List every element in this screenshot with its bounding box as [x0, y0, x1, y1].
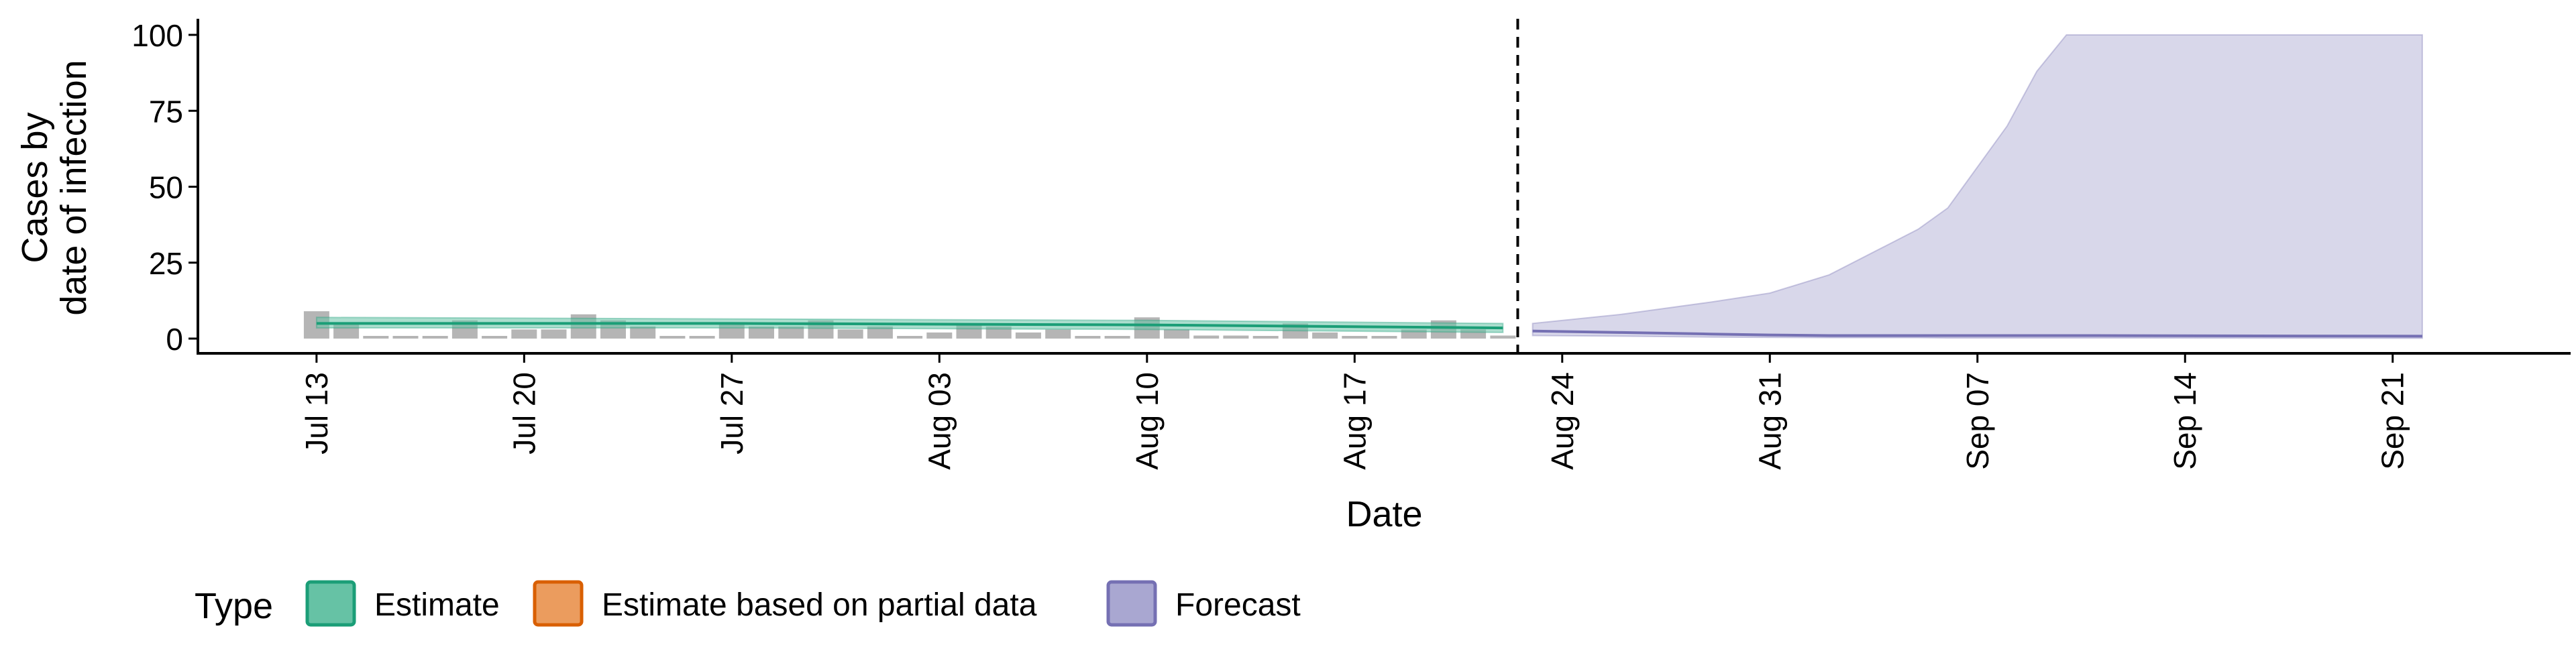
reported-case-bar [1045, 329, 1071, 339]
y-tick-label: 75 [149, 94, 183, 129]
series-ribbon [1532, 34, 2423, 339]
legend-key [305, 580, 356, 627]
reported-case-bar [1490, 335, 1516, 339]
reported-case-bar [1164, 329, 1189, 339]
reported-case-bar [1075, 336, 1101, 339]
reported-case-bar [867, 326, 893, 339]
reported-case-bar [1312, 332, 1338, 339]
reported-case-bar [541, 329, 567, 339]
y-tick-label: 25 [149, 246, 183, 281]
x-tick-label: Aug 03 [922, 372, 957, 470]
reported-case-bar [1252, 336, 1279, 339]
x-tick-label: Aug 17 [1337, 372, 1372, 470]
x-tick-label: Sep 21 [2375, 372, 2410, 470]
reported-case-bar [482, 336, 508, 339]
x-tick-label: Aug 31 [1752, 372, 1787, 470]
y-tick-label: 0 [166, 322, 183, 357]
legend-label: Estimate [374, 587, 500, 623]
reported-case-bar [689, 336, 715, 339]
x-axis-title: Date [1346, 494, 1422, 534]
reported-case-bar [897, 336, 923, 339]
legend-key [1106, 580, 1157, 627]
reported-case-bar [1015, 332, 1041, 339]
x-tick-label: Aug 10 [1130, 372, 1165, 470]
reported-case-bar [778, 326, 804, 339]
legend-key [533, 580, 584, 627]
reported-case-bar [985, 326, 1012, 339]
x-tick-label: Jul 13 [299, 372, 334, 455]
reported-case-bar [749, 326, 774, 339]
x-tick-label: Sep 07 [1960, 372, 1995, 470]
legend: Type Estimate Estimate based on partial d… [195, 580, 1301, 627]
y-tick-label: 50 [149, 170, 183, 205]
reported-case-bar [1371, 336, 1397, 339]
series-median-line [1532, 329, 2422, 338]
x-tick-label: Aug 24 [1545, 372, 1580, 470]
reported-case-bar [1223, 335, 1249, 339]
reported-case-bar [392, 336, 419, 339]
x-tick-label: Jul 27 [714, 372, 749, 455]
legend-label: Estimate based on partial data [602, 587, 1037, 623]
reported-case-bar [837, 329, 863, 339]
series-median-line [316, 322, 1503, 330]
reported-case-bar [363, 336, 389, 339]
legend-title: Type [195, 586, 273, 626]
y-tick-label: 100 [131, 18, 183, 53]
reported-case-bar [1342, 336, 1368, 339]
y-axis-title-line-1: Cases by [15, 112, 55, 263]
y-axis-title-line-2: date of infection [54, 60, 94, 315]
reported-case-bar [1104, 336, 1130, 339]
plot-marks [303, 19, 2423, 353]
legend-label: Forecast [1175, 587, 1301, 623]
reported-case-bar [630, 326, 656, 339]
reported-case-bar [511, 329, 537, 339]
reported-case-bar [926, 332, 953, 339]
reported-case-bar [1193, 335, 1220, 339]
reported-case-bar [659, 336, 686, 339]
x-tick-label: Jul 20 [506, 372, 541, 455]
x-tick-label: Sep 14 [2167, 372, 2202, 470]
reported-case-bar [422, 336, 448, 339]
axes: 0 25 50 75 100 Jul 13 Jul 20 Jul 27 Aug 03 Aug 10… [131, 18, 2571, 470]
